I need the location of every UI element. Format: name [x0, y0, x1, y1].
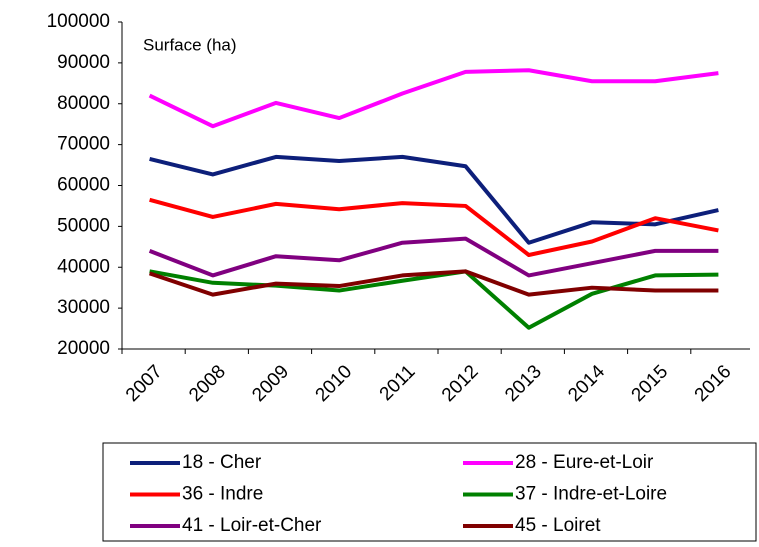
legend-label: 36 - Indre: [182, 484, 263, 505]
series-line: [148, 269, 719, 297]
legend-label: 37 - Indre-et-Loire: [515, 484, 667, 505]
legend-label: 18 - Cher: [182, 452, 262, 473]
y-tick-label: 80000: [57, 93, 110, 114]
series-line: [148, 68, 719, 129]
y-tick-label: 40000: [57, 256, 110, 277]
series-line: [149, 197, 719, 257]
y-tick-label: 20000: [57, 338, 110, 359]
annotation: Surface (ha): [143, 35, 237, 54]
series-line: [148, 236, 719, 278]
series-line: [149, 269, 719, 330]
x-tick-label: 2011: [376, 361, 420, 405]
x-tick-label: 2016: [691, 361, 736, 406]
x-tick-label: 2014: [564, 361, 609, 406]
x-tick-label: 2012: [438, 361, 483, 406]
y-tick-label: 60000: [57, 175, 110, 196]
y-tick-label: 70000: [57, 134, 110, 155]
legend-box: [102, 442, 757, 542]
y-tick-label: 90000: [57, 52, 110, 73]
x-tick-label: 2013: [501, 361, 546, 406]
x-tick-label: 2010: [312, 361, 357, 406]
x-tick-label: 2015: [628, 361, 673, 406]
legend-label: 28 - Eure-et-Loir: [515, 452, 654, 473]
legend-label: 41 - Loir-et-Cher: [182, 515, 322, 536]
legend-label: 45 - Loiret: [515, 515, 601, 536]
x-tick-label: 2007: [122, 361, 167, 406]
x-tick-label: 2008: [185, 361, 230, 406]
y-tick-label: 30000: [57, 297, 110, 318]
series-line: [149, 154, 719, 245]
y-tick-label: 100000: [47, 11, 110, 32]
y-tick-label: 50000: [57, 215, 110, 236]
x-tick-label: 2009: [248, 361, 293, 406]
